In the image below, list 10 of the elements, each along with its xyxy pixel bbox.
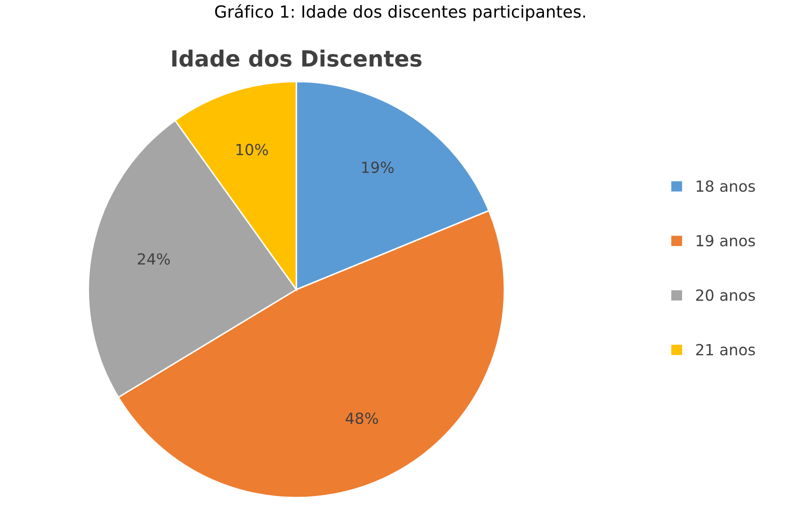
chart-title: Idade dos Discentes xyxy=(172,50,422,67)
data-label: 10% xyxy=(236,144,268,156)
legend-label: 19 anos xyxy=(696,234,755,246)
legend-label: 18 anos xyxy=(696,180,755,192)
legend-label: 21 anos xyxy=(696,344,755,356)
data-label: 48% xyxy=(346,412,378,424)
data-label: 19% xyxy=(362,162,394,174)
legend-label: 20 anos xyxy=(696,289,755,301)
data-label: 24% xyxy=(138,253,170,265)
text: Gráfico 1: Idade dos discentes participantes. xyxy=(215,4,586,22)
